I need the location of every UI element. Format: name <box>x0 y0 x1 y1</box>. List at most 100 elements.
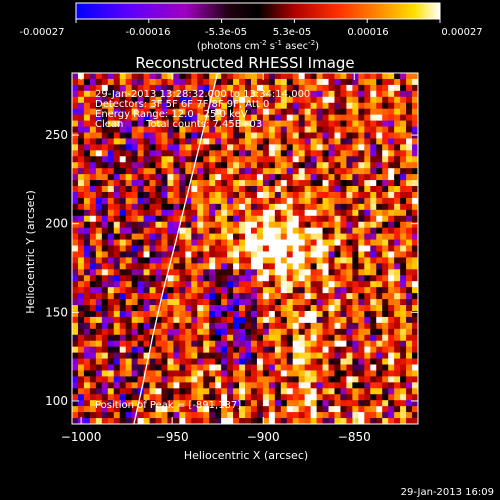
heatmap-cell <box>286 316 294 324</box>
heatmap-cell <box>400 281 407 288</box>
heatmap-cell <box>286 358 294 366</box>
heatmap-cell <box>334 287 342 294</box>
heatmap-cell <box>107 84 115 92</box>
heatmap-cell <box>328 263 336 270</box>
heatmap-cell <box>280 221 288 229</box>
heatmap-cell <box>113 90 121 98</box>
heatmap-cell <box>95 126 103 134</box>
heatmap-cell <box>310 150 318 157</box>
heatmap-cell <box>137 209 145 217</box>
heatmap-cell <box>292 299 300 306</box>
heatmap-cell <box>215 138 222 145</box>
heatmap-cell <box>388 251 395 259</box>
heatmap-cell <box>250 382 258 389</box>
heatmap-cell <box>364 257 371 264</box>
heatmap-cell <box>310 287 318 294</box>
heatmap-cell <box>119 102 127 110</box>
heatmap-cell <box>412 406 418 413</box>
heatmap-cell <box>179 168 186 175</box>
heatmap-cell <box>298 209 306 217</box>
heatmap-cell <box>161 168 169 175</box>
heatmap-cell <box>209 316 216 324</box>
heatmap-cell <box>137 78 145 86</box>
heatmap-cell <box>113 322 121 330</box>
heatmap-cell <box>370 203 377 211</box>
heatmap-cell <box>143 364 151 372</box>
heatmap-cell <box>179 215 186 223</box>
heatmap-cell <box>298 73 306 80</box>
heatmap-cell <box>406 96 413 104</box>
heatmap-cell <box>286 346 294 354</box>
heatmap-cell <box>95 162 103 169</box>
heatmap-cell <box>149 114 157 122</box>
heatmap-cell <box>113 221 121 229</box>
heatmap-cell <box>328 358 336 366</box>
heatmap-cell <box>370 394 377 401</box>
heatmap-cell <box>167 78 175 86</box>
heatmap-cell <box>262 209 270 217</box>
heatmap-cell <box>286 102 294 110</box>
heatmap-cell <box>334 281 342 288</box>
heatmap-cell <box>304 281 312 288</box>
heatmap-cell <box>167 293 175 300</box>
heatmap-cell <box>155 114 163 122</box>
heatmap-cell <box>113 382 121 389</box>
heatmap-cell <box>221 316 228 324</box>
heatmap-cell <box>292 388 300 395</box>
heatmap-cell <box>245 245 252 253</box>
heatmap-cell <box>233 108 240 116</box>
heatmap-cell <box>250 209 258 217</box>
heatmap-cell <box>406 150 413 157</box>
heatmap-cell <box>346 144 353 151</box>
heatmap-cell <box>316 144 324 151</box>
heatmap-cell <box>143 388 151 395</box>
heatmap-cell <box>83 358 91 366</box>
heatmap-cell <box>245 275 252 282</box>
heatmap-cell <box>256 334 264 342</box>
heatmap-cell <box>292 144 300 151</box>
heatmap-cell <box>101 114 109 122</box>
heatmap-cell <box>101 412 109 419</box>
heatmap-cell <box>280 287 288 294</box>
heatmap-cell <box>215 203 222 211</box>
heatmap-cell <box>113 114 121 122</box>
heatmap-cell <box>203 346 210 354</box>
heatmap-cell <box>203 108 210 116</box>
heatmap-cell <box>280 156 288 163</box>
heatmap-cell <box>412 168 418 175</box>
heatmap-cell <box>346 406 353 413</box>
heatmap-cell <box>167 412 175 419</box>
heatmap-cell <box>83 376 91 383</box>
heatmap-cell <box>227 364 234 372</box>
heatmap-cell <box>83 96 91 104</box>
heatmap-cell <box>119 73 127 80</box>
heatmap-cell <box>292 316 300 324</box>
heatmap-cell <box>155 370 163 378</box>
heatmap-cell <box>376 245 383 253</box>
heatmap-cell <box>149 90 157 98</box>
heatmap-cell <box>292 150 300 157</box>
heatmap-cell <box>256 191 264 199</box>
heatmap-cell <box>358 310 365 318</box>
heatmap-cell <box>352 334 359 342</box>
heatmap-cell <box>304 269 312 276</box>
heatmap-cell <box>239 191 246 199</box>
heatmap-cell <box>292 382 300 389</box>
heatmap-cell <box>370 132 377 140</box>
heatmap-cell <box>119 269 127 276</box>
total-counts-text: Total counts: 7.45E+03 <box>145 119 262 130</box>
heatmap-cell <box>292 287 300 294</box>
heatmap-cell <box>304 275 312 282</box>
heatmap-cell <box>191 251 198 259</box>
heatmap-cell <box>161 215 169 223</box>
heatmap-cell <box>227 191 234 199</box>
heatmap-cell <box>72 120 79 128</box>
heatmap-cell <box>149 174 157 181</box>
heatmap-cell <box>286 412 294 419</box>
heatmap-cell <box>298 108 306 116</box>
heatmap-cell <box>322 90 330 98</box>
heatmap-cell <box>239 114 246 122</box>
heatmap-cell <box>358 406 365 413</box>
heatmap-cell <box>370 138 377 145</box>
heatmap-cell <box>412 215 418 223</box>
